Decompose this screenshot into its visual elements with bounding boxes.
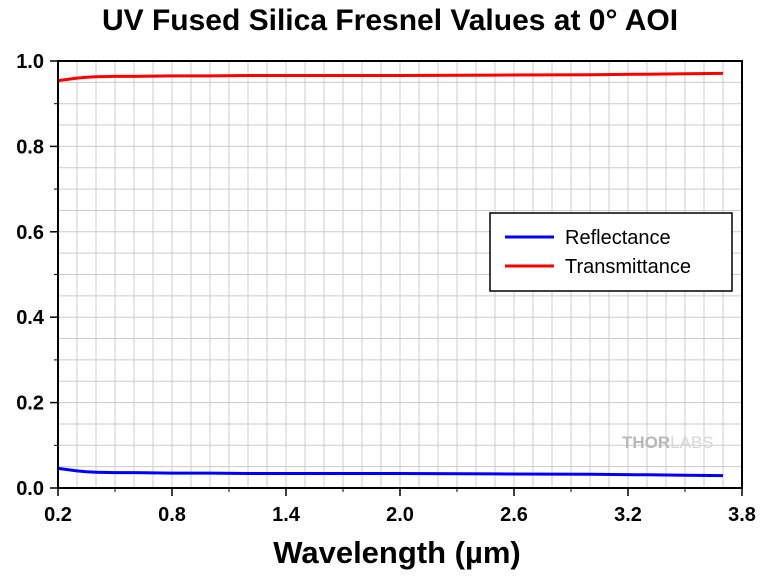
tick-label-layer: 0.2 0.8 1.4 2.0 2.6 3.2 3.80.00.20.40.60.81.0 <box>16 51 756 526</box>
y-tick-label: 0.0 <box>16 478 44 500</box>
series-line-transmittance <box>57 71 724 83</box>
legend-label-transmittance: Transmittance <box>565 256 691 278</box>
x-axis-title: Wavelength (µm) <box>273 535 521 570</box>
x-tick-label: 3.8 <box>728 504 756 526</box>
series-line-reflectance <box>57 466 724 478</box>
x-tick-label: 0.8 <box>158 504 186 526</box>
legend: Reflectance Transmittance <box>489 212 733 292</box>
tick-layer <box>50 60 743 496</box>
y-tick-label: 1.0 <box>16 51 44 73</box>
x-tick-label: 1.4 <box>272 504 301 526</box>
x-tick-label: 2.0 <box>386 504 414 526</box>
x-tick-label: 0.2 <box>44 504 72 526</box>
legend-label-reflectance: Reflectance <box>565 227 671 249</box>
thorlabs-watermark: THORLABS <box>622 433 714 452</box>
x-tick-label: 3.2 <box>614 504 642 526</box>
y-tick-label: 0.4 <box>16 307 45 329</box>
y-tick-label: 0.8 <box>16 136 44 158</box>
legend-box <box>489 212 733 292</box>
watermark-labs: LABS <box>670 433 713 452</box>
y-tick-label: 0.2 <box>16 393 44 415</box>
chart-title: UV Fused Silica Fresnel Values at 0° AOI <box>101 4 679 37</box>
series-layer <box>57 71 724 478</box>
watermark-thor: THOR <box>622 433 670 452</box>
grid-layer <box>58 61 742 488</box>
x-tick-label: 2.6 <box>500 504 528 526</box>
y-tick-label: 0.6 <box>16 222 44 244</box>
